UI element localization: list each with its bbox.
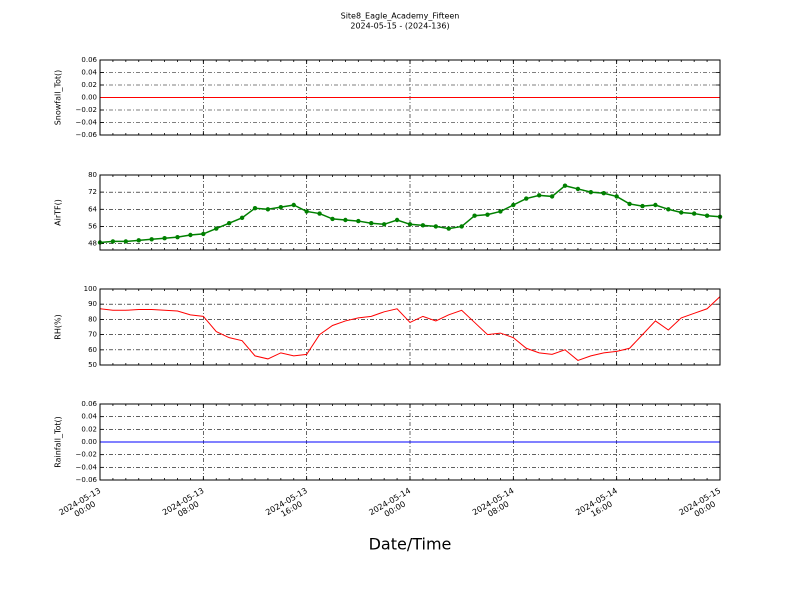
data-point [562,183,568,188]
data-point [407,222,413,227]
y-tick-label: −0.06 [76,131,98,139]
data-point [679,210,684,215]
data-point [640,203,645,209]
data-point [252,206,258,211]
data-point [472,213,477,218]
y-tick-label: 90 [88,300,97,308]
y-tick-label: 72 [88,188,97,196]
data-point [536,193,542,198]
y-tick-label: 0.04 [81,413,97,421]
y-tick-label: 80 [88,171,97,179]
data-point [704,213,710,218]
y-tick-label: 56 [88,222,97,230]
y-axis-label: Rainfall_Tot() [54,416,63,468]
data-point [627,201,632,207]
y-tick-label: 0.06 [81,56,97,64]
y-tick-label: −0.02 [76,451,97,459]
data-point [136,238,141,243]
data-point [614,194,619,199]
data-point [549,194,555,199]
y-axis-label: AirTF() [54,199,63,226]
data-point [330,216,335,222]
data-point [278,204,284,210]
y-axis-label: Snowfall_Tot() [54,70,63,126]
data-point [511,202,516,208]
y-tick-label: 0.02 [81,81,97,89]
data-point [214,226,219,231]
data-point [162,236,167,241]
y-tick-label: −0.04 [76,463,98,471]
data-point [304,209,309,214]
data-point [485,212,490,217]
data-point [317,211,322,216]
data-point [524,196,529,201]
y-tick-label: 60 [88,346,97,354]
y-tick-label: −0.02 [76,106,97,114]
plot-frame [99,403,721,481]
data-point [459,224,464,229]
y-axis-label: RH(%) [54,314,63,339]
title: Site8_Eagle_Academy_Fifteen [341,12,460,21]
y-tick-label: 0.02 [81,425,97,433]
subtitle: 2024-05-15 - (2024-136) [350,22,449,31]
plot-frame [99,59,721,136]
data-point [239,215,245,221]
data-point [188,232,193,238]
data-point [265,207,271,212]
data-point [588,189,594,195]
data-point [601,191,606,196]
data-point [201,231,206,237]
data-point [433,224,439,229]
y-tick-label: 0.06 [81,400,97,408]
plot-frame [99,288,721,366]
y-tick-label: 48 [88,240,97,248]
data-point [691,211,697,216]
data-point [498,209,503,214]
data-point [356,218,361,224]
y-tick-label: 80 [88,315,97,323]
data-point [149,237,154,242]
y-tick-label: −0.04 [76,119,98,127]
data-line [99,296,721,362]
data-point [394,217,400,223]
y-tick-label: 100 [84,285,97,293]
data-point [446,226,451,231]
x-axis-label: Date/Time [369,535,452,554]
y-tick-label: 0.00 [81,94,97,102]
y-tick-label: 0.00 [81,438,97,446]
y-tick-label: 64 [88,205,97,213]
data-point [575,186,581,192]
data-point [369,221,374,226]
data-point [420,223,426,228]
data-point [381,222,387,227]
data-point [175,234,180,240]
y-tick-label: 70 [88,331,97,339]
plot-frame [99,174,721,251]
data-point [110,239,116,244]
y-tick-label: 50 [88,361,97,369]
data-point [291,202,296,208]
data-point [123,239,129,244]
y-tick-label: 0.04 [81,69,97,77]
data-point [226,221,232,226]
data-point [343,217,348,223]
y-tick-label: −0.06 [76,476,98,484]
data-point [653,202,658,208]
data-point [666,207,671,212]
